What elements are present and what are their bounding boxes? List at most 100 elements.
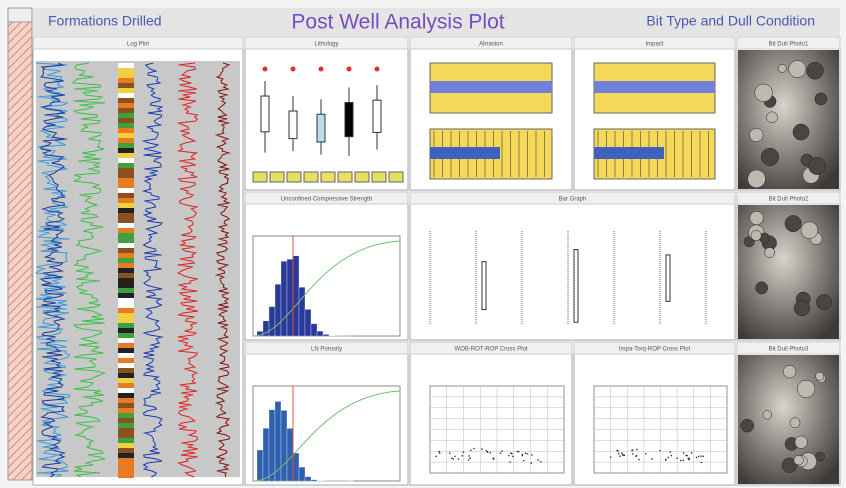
cutter	[749, 127, 764, 143]
bar	[665, 254, 671, 302]
point	[685, 454, 688, 457]
point	[617, 452, 620, 455]
lith-band	[118, 273, 134, 278]
point	[700, 461, 703, 464]
lith-band	[118, 133, 134, 138]
point	[489, 451, 492, 454]
point	[659, 449, 661, 452]
cutter	[762, 410, 772, 420]
cumulative	[252, 240, 401, 337]
cutter	[764, 247, 775, 258]
lith-band	[118, 158, 134, 163]
point	[631, 449, 634, 451]
point	[676, 457, 678, 460]
point	[644, 452, 647, 455]
bar	[430, 147, 500, 159]
lith-band	[118, 318, 134, 323]
point	[524, 452, 527, 454]
point	[508, 454, 510, 457]
lith-band	[118, 303, 134, 308]
hist-bar	[292, 452, 300, 482]
point	[609, 456, 612, 458]
point	[682, 452, 685, 454]
lith-band	[118, 373, 134, 378]
lith-band	[118, 423, 134, 428]
point	[522, 459, 525, 462]
hist-bar	[292, 255, 300, 337]
cutter	[788, 60, 807, 78]
curve	[34, 62, 71, 478]
lith-band	[118, 253, 134, 258]
bar	[430, 81, 552, 93]
lith-band	[118, 213, 134, 218]
point	[451, 457, 453, 459]
cutter	[760, 147, 779, 166]
curve	[214, 62, 231, 478]
box	[316, 113, 326, 143]
lith-band	[118, 108, 134, 113]
panel-title-bar	[409, 191, 736, 205]
cutter	[789, 417, 801, 428]
panel-title-bar	[244, 36, 409, 50]
lith-chip	[320, 171, 336, 183]
lith-band	[118, 333, 134, 338]
panel-title-bar	[32, 36, 244, 50]
point	[518, 450, 520, 453]
marker	[318, 66, 324, 72]
panel-title: Impact	[645, 42, 663, 48]
lith-band	[118, 238, 134, 243]
lith-band	[118, 183, 134, 188]
point	[665, 459, 667, 461]
cutter	[754, 83, 773, 102]
point	[509, 452, 512, 454]
track-bg	[36, 61, 240, 477]
point	[530, 462, 533, 464]
hist-bar	[310, 323, 318, 337]
lith-band	[118, 413, 134, 418]
point	[667, 456, 670, 459]
point	[700, 455, 702, 457]
lith-band	[118, 443, 134, 448]
lith-band	[118, 468, 134, 473]
hist-bar	[322, 334, 330, 337]
lith-band	[118, 193, 134, 198]
lith-band	[118, 433, 134, 438]
lith-band	[118, 68, 134, 73]
cumulative	[252, 390, 401, 482]
lith-band	[118, 453, 134, 458]
cutter	[806, 62, 824, 80]
point	[485, 450, 488, 452]
lith-band	[118, 363, 134, 368]
point	[501, 450, 503, 452]
point	[492, 457, 494, 459]
point	[623, 454, 626, 457]
hist-bar	[280, 261, 288, 337]
hist-bar	[268, 306, 276, 337]
point	[452, 458, 455, 460]
lith-band	[118, 263, 134, 268]
lith-band	[118, 233, 134, 238]
point	[461, 455, 464, 457]
point	[492, 458, 495, 460]
cutter	[793, 299, 811, 317]
panel-title: Log Plot	[127, 42, 149, 48]
curve	[39, 62, 67, 478]
lith-band	[118, 283, 134, 288]
lith-band	[118, 203, 134, 208]
lith-band	[118, 198, 134, 203]
point	[537, 459, 539, 461]
point	[486, 451, 489, 453]
cutter	[794, 435, 808, 449]
lith-band	[118, 73, 134, 78]
point	[540, 460, 542, 463]
panel-title-bar	[409, 36, 573, 50]
panel-title: Unconfined Compressive Strength	[281, 197, 372, 203]
lith-band	[118, 278, 134, 283]
point	[454, 455, 456, 458]
point	[435, 455, 438, 458]
lith-chip	[269, 171, 285, 183]
panel-title-bar	[573, 341, 736, 355]
lith-band	[118, 368, 134, 373]
lith-chip	[354, 171, 370, 183]
